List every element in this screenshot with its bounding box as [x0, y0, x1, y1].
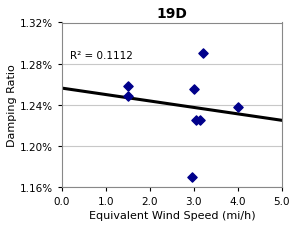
- Point: [189, 175, 194, 179]
- Title: 19D: 19D: [157, 7, 187, 21]
- Point: [192, 88, 196, 92]
- X-axis label: Equivalent Wind Speed (mi/h): Equivalent Wind Speed (mi/h): [89, 210, 255, 220]
- Point: [200, 52, 205, 56]
- Point: [125, 95, 130, 99]
- Point: [198, 119, 203, 122]
- Point: [236, 106, 240, 109]
- Point: [125, 85, 130, 89]
- Y-axis label: Damping Ratio: Damping Ratio: [7, 64, 17, 146]
- Point: [194, 119, 198, 122]
- Text: R² = 0.1112: R² = 0.1112: [70, 51, 133, 61]
